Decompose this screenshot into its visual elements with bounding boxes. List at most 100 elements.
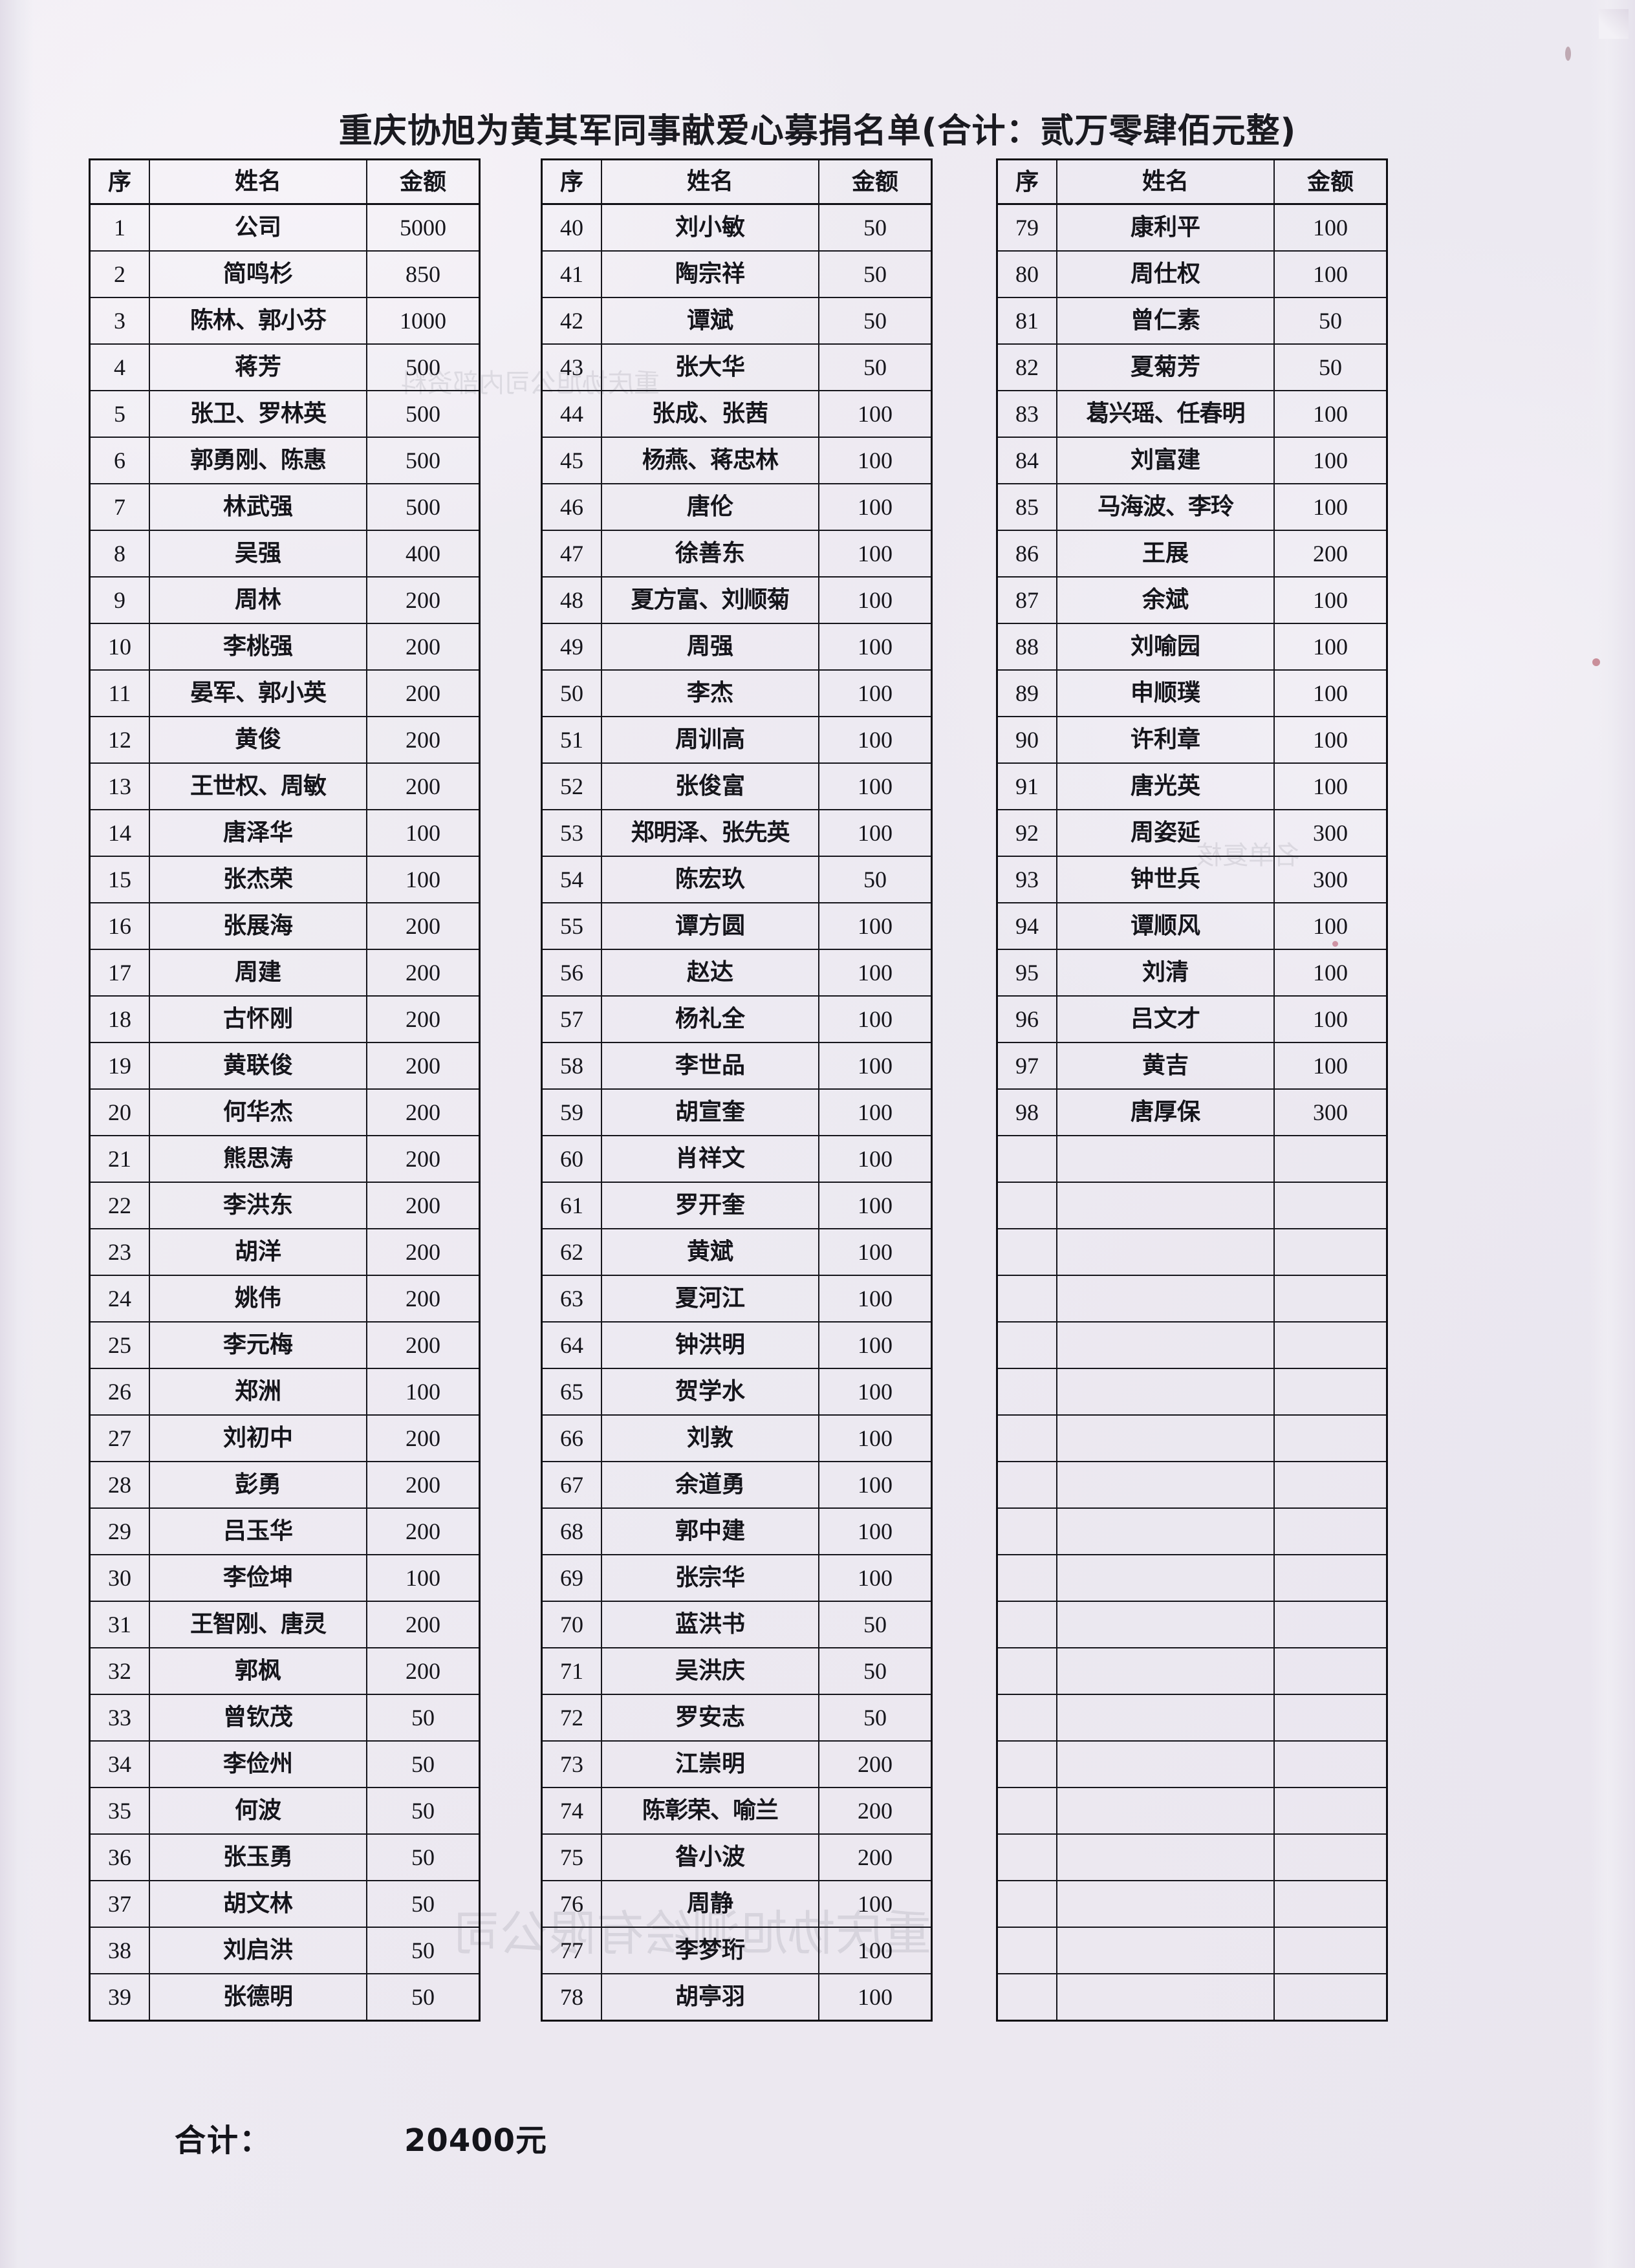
cell-index: [996, 1740, 1057, 1788]
cell-index: 2: [89, 250, 150, 298]
table-row: [996, 1833, 1388, 1881]
cell-index: 8: [89, 530, 150, 578]
table-row: 88 刘喻园 100: [996, 623, 1388, 671]
cell-index: 5: [89, 390, 150, 438]
cell-amount: 200: [818, 1740, 933, 1788]
cell-index: 51: [541, 716, 602, 764]
cell-index: 37: [89, 1880, 150, 1928]
table-row: [996, 1135, 1388, 1183]
cell-amount: 100: [818, 1182, 933, 1229]
donation-table-block-2: 序姓名 金额 40 刘小敏 50 41 陶宗祥 50 42 谭斌 50 43 张大华 50 44 张成、张茜 1…: [541, 158, 933, 2022]
cell-amount: 100: [366, 1554, 481, 1602]
cell-name: 李洪东: [149, 1182, 367, 1229]
table-row: [996, 1880, 1388, 1928]
cell-amount: 100: [1273, 716, 1388, 764]
cell-index: 97: [996, 1042, 1057, 1090]
column-header-amount: 金额: [1273, 158, 1388, 205]
cell-amount: 50: [366, 1973, 481, 2022]
cell-name: 徐善东: [601, 530, 819, 578]
cell-name: 黄吉: [1056, 1042, 1275, 1090]
table-row: 86 王展 200: [996, 530, 1388, 578]
cell-index: [996, 1601, 1057, 1648]
cell-index: 42: [541, 297, 602, 345]
table-row: 70 蓝洪书 50: [541, 1601, 933, 1648]
cell-index: 41: [541, 250, 602, 298]
cell-index: 49: [541, 623, 602, 671]
cell-amount: [1273, 1461, 1388, 1509]
table-row: 78 胡亭羽 100: [541, 1973, 933, 2022]
cell-name: 刘富建: [1056, 437, 1275, 484]
cell-name: 张大华: [601, 343, 819, 391]
cell-index: 21: [89, 1135, 150, 1183]
cell-amount: 500: [366, 343, 481, 391]
cell-amount: [1273, 1647, 1388, 1695]
cell-index: [996, 1880, 1057, 1928]
cell-name: 彭勇: [149, 1461, 367, 1509]
cell-name: 蒋芳: [149, 343, 367, 391]
column-header-amount: 金额: [818, 158, 933, 205]
cell-amount: 200: [366, 902, 481, 950]
cell-amount: 100: [366, 809, 481, 857]
table-header-row: 序姓名 金额: [996, 158, 1388, 205]
cell-name: 蓝洪书: [601, 1601, 819, 1648]
cell-name: 李杰: [601, 669, 819, 717]
table-row: 53 郑明泽、张先英 100: [541, 809, 933, 857]
cell-index: 82: [996, 343, 1057, 391]
cell-index: 6: [89, 437, 150, 484]
cell-name: [1056, 1833, 1275, 1881]
table-row: 4 蒋芳 500: [89, 343, 481, 391]
column-header-index: 序: [89, 158, 150, 205]
cell-index: 85: [996, 483, 1057, 531]
cell-amount: 100: [818, 483, 933, 531]
cell-name: 唐伦: [601, 483, 819, 531]
grand-total-row: 合计： 20400元: [175, 2115, 547, 2160]
donation-table: 序姓名 金额 40 刘小敏 50 41 陶宗祥 50 42 谭斌 50 43 张大华 50 44 张成、张茜 1…: [541, 158, 933, 2022]
column-header-name: 姓名: [1056, 158, 1275, 205]
table-row: 79 康利平 100: [996, 203, 1388, 252]
cell-amount: 100: [818, 1507, 933, 1555]
table-row: 74 陈彰荣、喻兰 200: [541, 1787, 933, 1835]
table-header-row: 序姓名 金额: [89, 158, 481, 205]
table-row: 29 吕玉华 200: [89, 1507, 481, 1555]
cell-index: 18: [89, 995, 150, 1043]
cell-index: 35: [89, 1787, 150, 1835]
table-row: 80 周仕权 100: [996, 250, 1388, 298]
table-row: 47 徐善东 100: [541, 530, 933, 578]
cell-index: 4: [89, 343, 150, 391]
table-row: [996, 1368, 1388, 1416]
table-row: 97 黄吉 100: [996, 1042, 1388, 1090]
cell-index: 40: [541, 203, 602, 252]
cell-index: 74: [541, 1787, 602, 1835]
table-row: 41 陶宗祥 50: [541, 250, 933, 298]
cell-index: [996, 1275, 1057, 1323]
cell-amount: 200: [366, 762, 481, 810]
cell-index: 68: [541, 1507, 602, 1555]
cell-name: 郭中建: [601, 1507, 819, 1555]
cell-index: 67: [541, 1461, 602, 1509]
cell-amount: 300: [1273, 809, 1388, 857]
cell-index: 86: [996, 530, 1057, 578]
cell-index: 87: [996, 576, 1057, 624]
cell-index: 76: [541, 1880, 602, 1928]
cell-amount: [1273, 1740, 1388, 1788]
cell-name: 张玉勇: [149, 1833, 367, 1881]
cell-index: 12: [89, 716, 150, 764]
cell-index: 26: [89, 1368, 150, 1416]
cell-name: 李世品: [601, 1042, 819, 1090]
cell-amount: 1000: [366, 297, 481, 345]
cell-amount: 50: [366, 1740, 481, 1788]
cell-amount: 100: [818, 1368, 933, 1416]
table-row: 72 罗安志 50: [541, 1694, 933, 1742]
cell-amount: 100: [1273, 669, 1388, 717]
cell-index: 88: [996, 623, 1057, 671]
cell-amount: 200: [366, 1042, 481, 1090]
cell-index: 33: [89, 1694, 150, 1742]
cell-name: 郑洲: [149, 1368, 367, 1416]
cell-index: 58: [541, 1042, 602, 1090]
cell-name: [1056, 1275, 1275, 1323]
table-row: 12 黄俊 200: [89, 716, 481, 764]
table-row: 92 周姿延 300: [996, 809, 1388, 857]
cell-amount: 200: [818, 1787, 933, 1835]
cell-name: 杨燕、蒋忠林: [601, 437, 819, 484]
